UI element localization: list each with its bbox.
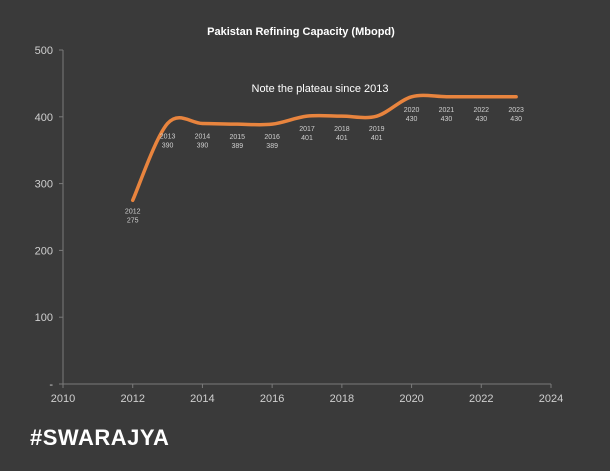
y-tick-label: 400 [35, 112, 53, 124]
chart-axes [62, 50, 551, 385]
y-tick-label: 100 [35, 312, 53, 324]
data-label-year: 2020 [404, 107, 420, 114]
brand-logo: #SWARAJYA [30, 425, 169, 450]
data-label-year: 2015 [229, 134, 245, 141]
data-label-value: 430 [441, 116, 453, 123]
y-tick-label: 500 [35, 45, 53, 57]
data-label-year: 2012 [125, 208, 141, 215]
capacity-series-line [130, 93, 518, 203]
data-label-year: 2014 [195, 133, 211, 140]
chart-title: Pakistan Refining Capacity (Mbopd) [207, 26, 395, 38]
y-tick-label: 300 [35, 179, 53, 191]
data-label-value: 430 [475, 116, 487, 123]
x-tick-label: 2024 [539, 393, 563, 405]
x-tick-label: 2022 [469, 393, 493, 405]
data-label-year: 2018 [334, 126, 350, 133]
data-label-year: 2016 [264, 134, 280, 141]
y-tick-label: - [49, 379, 53, 391]
x-tick-label: 2020 [399, 393, 423, 405]
data-label-value: 390 [162, 142, 174, 149]
data-label-value: 401 [371, 135, 383, 142]
data-label-value: 430 [406, 116, 418, 123]
data-labels: 2012 275 2013 390 2014 390 2015 389 2016 389 2017 4… [125, 107, 524, 225]
data-label-year: 2023 [508, 107, 524, 114]
data-label-value: 390 [197, 142, 209, 149]
series-line-group [130, 93, 518, 203]
data-label-year: 2017 [299, 126, 315, 133]
x-tick-label: 2014 [190, 393, 214, 405]
data-label-year: 2022 [473, 107, 489, 114]
x-tick-label: 2018 [330, 393, 354, 405]
y-tick-label: 200 [35, 245, 53, 257]
x-tick-label: 2010 [51, 393, 75, 405]
x-tick-label: 2012 [120, 393, 144, 405]
plateau-annotation: Note the plateau since 2013 [252, 83, 389, 95]
data-label-year: 2013 [160, 133, 176, 140]
data-label-value: 401 [301, 135, 313, 142]
data-label-value: 389 [231, 143, 243, 150]
data-label-value: 275 [127, 217, 139, 224]
data-label-value: 389 [266, 143, 278, 150]
data-label-value: 430 [510, 116, 522, 123]
axis-ticks: - 100 200 300 400 500 2010 2012 2014 2016 2018 2020… [35, 45, 564, 405]
data-label-value: 401 [336, 135, 348, 142]
x-tick-label: 2016 [260, 393, 284, 405]
data-label-year: 2019 [369, 126, 385, 133]
data-label-year: 2021 [439, 107, 455, 114]
